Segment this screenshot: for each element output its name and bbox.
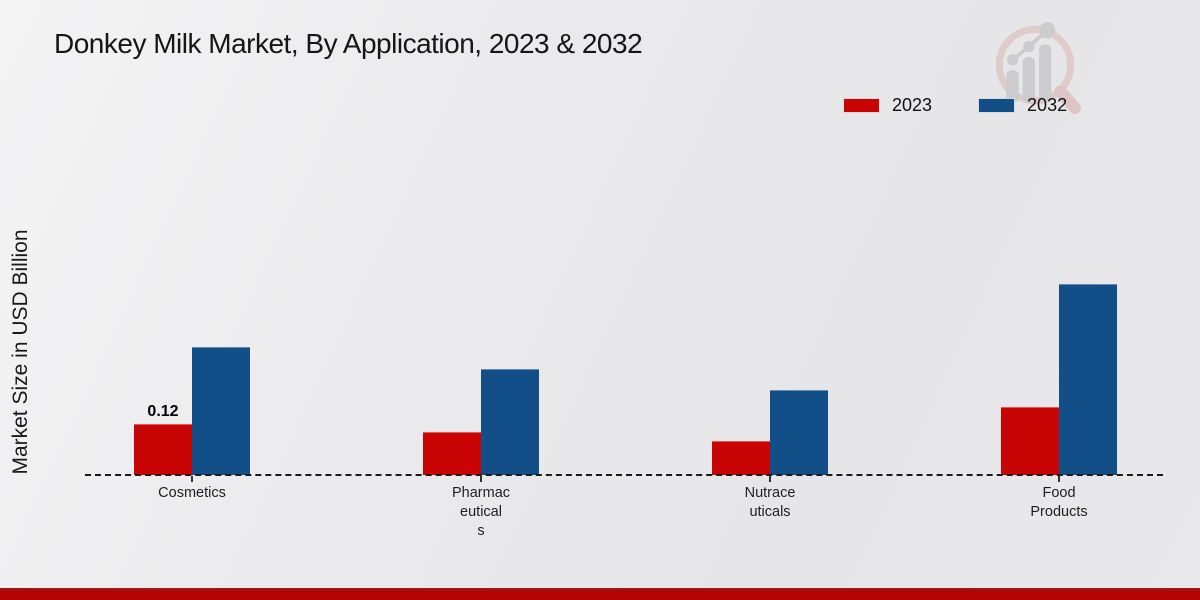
legend-item-2023: 2023 bbox=[843, 95, 932, 116]
legend: 2023 2032 bbox=[843, 95, 1067, 116]
category-label-pharmaceuticals: Pharmac eutical s bbox=[451, 485, 511, 540]
bar-2023-food-products bbox=[1001, 407, 1059, 475]
bar-2032-cosmetics bbox=[192, 347, 250, 475]
legend-item-2032: 2032 bbox=[978, 95, 1067, 116]
bar-2023-pharmaceuticals bbox=[423, 432, 481, 475]
category-label-nutraceuticals: Nutrace uticals bbox=[744, 485, 796, 521]
category-tick bbox=[1058, 476, 1060, 482]
bar-value-label: 0.12 bbox=[147, 403, 179, 420]
footer-accent-band bbox=[0, 588, 1200, 600]
legend-label-2023: 2023 bbox=[892, 95, 933, 115]
chart-title: Donkey Milk Market, By Application, 2023… bbox=[54, 28, 643, 59]
legend-label-2032: 2032 bbox=[1027, 95, 1068, 115]
legend-swatch-2032 bbox=[978, 98, 1016, 113]
bar-2023-nutraceuticals bbox=[712, 441, 770, 475]
category-label-cosmetics: Cosmetics bbox=[158, 485, 226, 501]
bar-2023-cosmetics bbox=[134, 424, 192, 475]
bar-2032-nutraceuticals bbox=[770, 390, 828, 475]
category-label-food-products: Food Products bbox=[1030, 485, 1088, 521]
magnifier-trend-logo-icon bbox=[995, 22, 1081, 114]
legend-swatch-2023 bbox=[843, 98, 880, 113]
bar-2032-pharmaceuticals bbox=[481, 369, 539, 475]
category-tick bbox=[191, 476, 193, 482]
x-axis-baseline bbox=[85, 474, 1163, 476]
category-tick bbox=[769, 476, 771, 482]
bar-2032-food-products bbox=[1059, 284, 1117, 475]
category-tick bbox=[480, 476, 482, 482]
